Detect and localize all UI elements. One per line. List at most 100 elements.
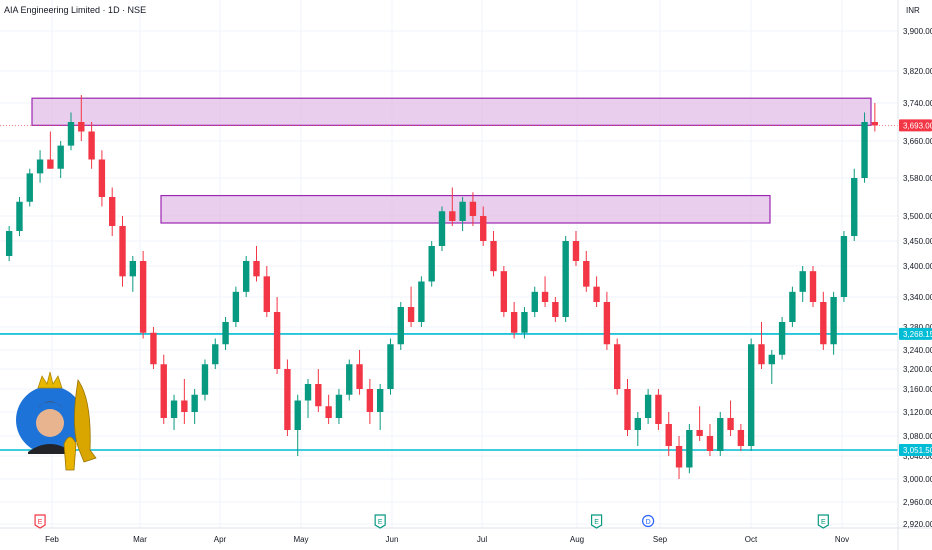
candle-5 bbox=[57, 141, 64, 178]
avatar-logo-icon bbox=[16, 371, 97, 471]
y-tick-label-17: 2,960.00 bbox=[903, 498, 932, 507]
candle-79 bbox=[820, 291, 827, 350]
y-tick-label-0: 3,900.00 bbox=[903, 27, 932, 36]
candle-44 bbox=[459, 197, 466, 231]
candle-35 bbox=[366, 379, 374, 424]
candle-43 bbox=[449, 187, 456, 226]
candle-59 bbox=[614, 338, 621, 395]
candle-39 bbox=[407, 286, 415, 327]
candle-13 bbox=[139, 251, 147, 339]
x-tick-label-3: May bbox=[293, 535, 308, 544]
price-tags: 3,693.00 3,268.15 3,051.50 bbox=[899, 119, 932, 456]
candle-42 bbox=[438, 206, 446, 251]
candles bbox=[5, 95, 879, 479]
candle-18 bbox=[191, 389, 198, 424]
candle-20 bbox=[212, 338, 219, 369]
candle-32 bbox=[335, 389, 343, 424]
candle-70 bbox=[727, 400, 734, 436]
horizontal-levels bbox=[0, 125, 898, 451]
candle-25 bbox=[263, 266, 270, 317]
x-tick-label-8: Oct bbox=[745, 535, 758, 544]
candle-24 bbox=[253, 246, 260, 282]
x-tick-label-0: Feb bbox=[45, 535, 59, 544]
candle-41 bbox=[428, 241, 435, 287]
candle-10 bbox=[109, 187, 116, 236]
x-tick-label-2: Apr bbox=[214, 535, 227, 544]
candle-53 bbox=[552, 297, 559, 322]
candle-68 bbox=[706, 424, 714, 456]
candle-84 bbox=[871, 103, 879, 132]
y-tick-label-7: 3,400.00 bbox=[903, 262, 932, 271]
candle-62 bbox=[644, 389, 652, 424]
event-marker-letter-0: E bbox=[38, 519, 43, 526]
level-price-tag-1-text: 3,051.50 bbox=[903, 446, 932, 455]
candle-30 bbox=[315, 369, 322, 412]
event-marker-0[interactable]: E bbox=[34, 514, 46, 529]
candle-22 bbox=[232, 286, 240, 327]
candle-57 bbox=[593, 276, 600, 307]
candle-2 bbox=[26, 168, 33, 207]
y-tick-label-1: 3,820.00 bbox=[903, 67, 932, 76]
chart-title: AIA Engineering Limited · 1D · NSE bbox=[4, 5, 146, 15]
event-marker-3[interactable]: D bbox=[642, 514, 655, 528]
y-tick-label-13: 3,120.00 bbox=[903, 408, 932, 417]
candle-72 bbox=[747, 338, 755, 451]
candle-36 bbox=[376, 384, 384, 430]
candle-61 bbox=[634, 412, 642, 446]
y-tick-label-8: 3,340.00 bbox=[903, 293, 932, 302]
candle-7 bbox=[78, 95, 85, 141]
candle-56 bbox=[583, 251, 590, 292]
candle-23 bbox=[242, 256, 250, 297]
candle-34 bbox=[356, 350, 363, 395]
time-axis[interactable]: Feb Mar Apr May Jun Jul Aug Sep Oct Nov bbox=[45, 535, 849, 544]
candle-52 bbox=[541, 276, 549, 307]
candle-50 bbox=[521, 307, 528, 339]
candle-67 bbox=[696, 406, 703, 441]
candle-27 bbox=[284, 359, 291, 436]
candle-54 bbox=[562, 236, 569, 322]
candle-78 bbox=[809, 266, 817, 307]
y-tick-label-10: 3,240.00 bbox=[903, 346, 932, 355]
candle-45 bbox=[469, 192, 477, 226]
y-tick-label-2: 3,740.00 bbox=[903, 99, 932, 108]
event-marker-1[interactable]: E bbox=[374, 514, 386, 529]
candle-48 bbox=[500, 266, 508, 317]
candle-16 bbox=[170, 394, 178, 430]
candle-69 bbox=[717, 412, 724, 456]
event-marker-letter-4: E bbox=[821, 519, 826, 526]
currency-label: INR bbox=[906, 6, 920, 15]
level-price-tag-1: 3,051.50 bbox=[899, 444, 932, 456]
x-tick-label-9: Nov bbox=[835, 535, 849, 544]
price-axis[interactable]: 3,900.00 3,820.00 3,740.00 3,660.00 3,580.00… bbox=[903, 27, 932, 529]
y-tick-label-9: 3,280.00 bbox=[903, 323, 932, 332]
candle-58 bbox=[603, 291, 611, 350]
candle-26 bbox=[273, 297, 281, 374]
candle-14 bbox=[150, 327, 157, 369]
candle-40 bbox=[418, 276, 425, 327]
candle-55 bbox=[572, 231, 580, 266]
event-marker-letter-3: D bbox=[646, 519, 651, 526]
candle-31 bbox=[325, 394, 332, 424]
x-tick-label-7: Sep bbox=[653, 535, 668, 544]
candle-33 bbox=[346, 359, 353, 401]
candle-4 bbox=[47, 131, 54, 169]
zone-rectangle-0[interactable] bbox=[31, 97, 872, 126]
candle-76 bbox=[789, 286, 796, 327]
candle-46 bbox=[480, 206, 487, 246]
event-marker-2[interactable]: E bbox=[590, 514, 603, 529]
x-tick-label-5: Jul bbox=[477, 535, 487, 544]
candle-1 bbox=[16, 197, 23, 236]
y-tick-label-4: 3,580.00 bbox=[903, 174, 932, 183]
candle-28 bbox=[294, 394, 301, 456]
candle-37 bbox=[387, 338, 394, 395]
y-tick-label-11: 3,200.00 bbox=[903, 365, 932, 374]
y-tick-label-12: 3,160.00 bbox=[903, 385, 932, 394]
event-marker-letter-2: E bbox=[594, 519, 599, 526]
candle-17 bbox=[181, 379, 188, 424]
candle-9 bbox=[98, 150, 106, 207]
event-marker-4[interactable]: E bbox=[817, 514, 829, 529]
candle-75 bbox=[778, 317, 786, 360]
